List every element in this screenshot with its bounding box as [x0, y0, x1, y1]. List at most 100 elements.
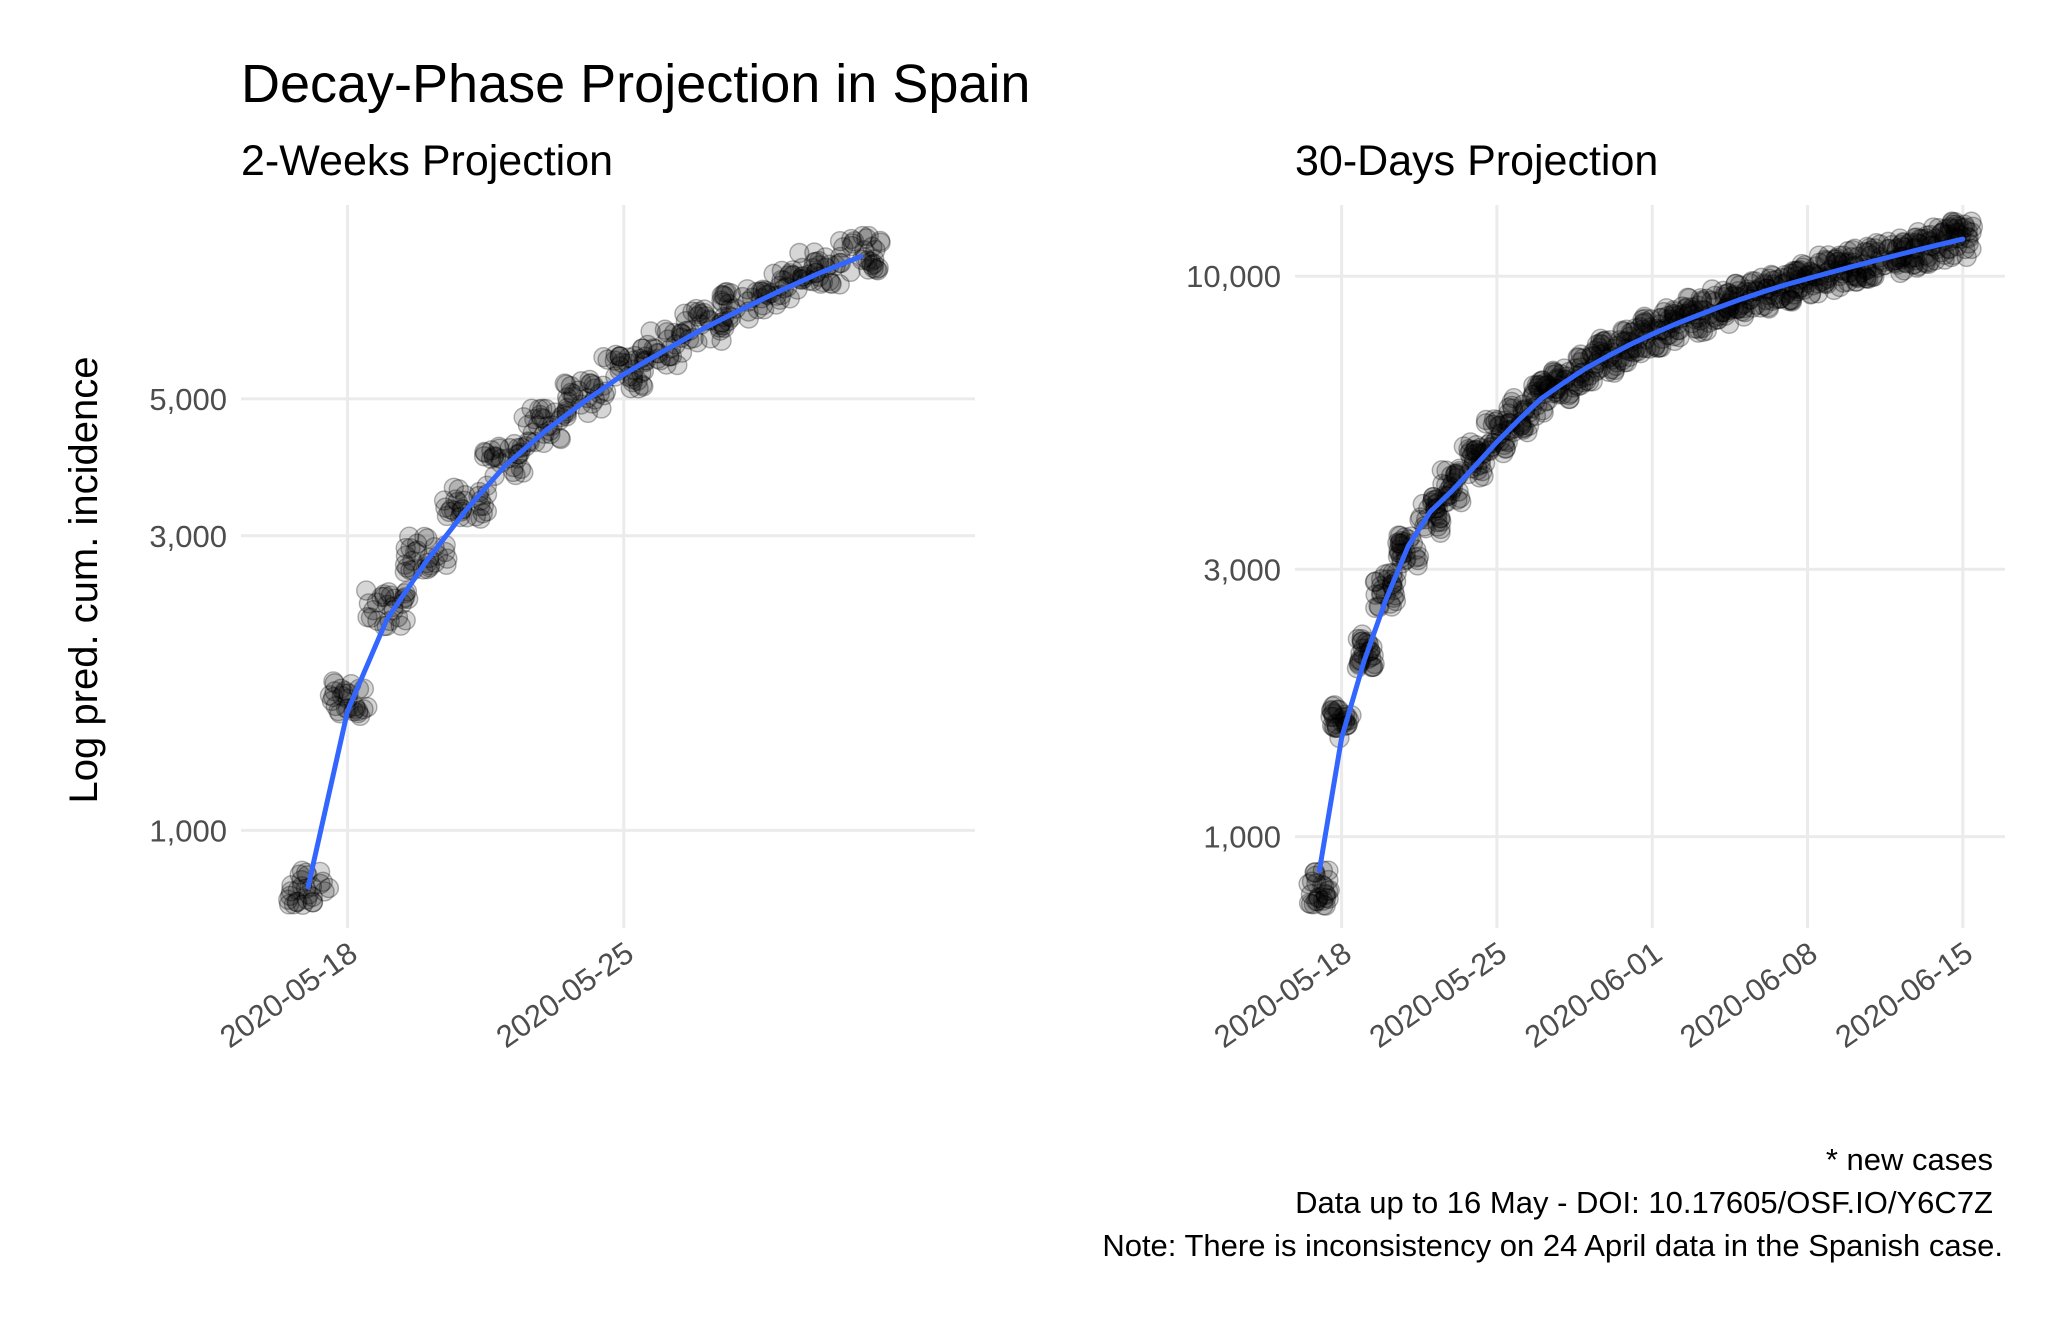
data-point [611, 352, 633, 374]
data-point [687, 306, 708, 327]
data-point [1701, 279, 1723, 300]
data-point [529, 399, 550, 420]
data-point [711, 285, 732, 306]
data-point [713, 284, 734, 306]
data-point [1781, 291, 1803, 312]
data-point [1945, 211, 1966, 233]
data-point [1630, 317, 1651, 338]
data-point [1809, 252, 1830, 274]
data-point [804, 242, 825, 263]
data-point [604, 350, 625, 371]
data-point [1436, 460, 1457, 481]
data-point [439, 501, 460, 523]
data-point [1961, 211, 1982, 232]
data-point [720, 283, 741, 304]
data-point [628, 378, 649, 399]
data-point [858, 259, 879, 280]
data-point [1672, 296, 1693, 317]
data-point [866, 259, 887, 280]
data-point [631, 338, 653, 359]
data-point [1312, 890, 1334, 911]
data-point [358, 593, 380, 614]
data-point [396, 557, 418, 578]
data-point [363, 599, 384, 621]
data-point [1431, 511, 1452, 532]
data-point [1758, 298, 1780, 319]
data-point [318, 877, 340, 899]
data-point [292, 894, 313, 916]
data-point [622, 371, 643, 393]
data-point [1691, 317, 1713, 339]
data-point [481, 440, 502, 461]
data-point [1318, 888, 1339, 910]
chart-title: Decay-Phase Projection in Spain [241, 54, 1030, 114]
data-point [842, 233, 863, 254]
data-point [452, 499, 473, 520]
data-point [302, 886, 323, 908]
data-point [1906, 227, 1928, 248]
panel-2-weeks-fit-line [305, 254, 864, 890]
panel-30-days-subtitle: 30-Days Projection [1295, 137, 1658, 185]
data-point [1347, 628, 1369, 650]
data-point [1962, 216, 1984, 238]
data-point [1518, 415, 1540, 437]
data-point [373, 584, 395, 605]
data-point [296, 889, 318, 910]
data-point [1639, 338, 1660, 359]
data-point [1430, 518, 1451, 540]
data-point [1753, 295, 1775, 317]
data-point [869, 230, 891, 252]
data-point [1469, 467, 1490, 488]
data-point [1515, 399, 1536, 420]
data-point [1298, 873, 1319, 895]
data-point [682, 301, 703, 322]
data-point [1584, 340, 1605, 361]
data-point [323, 686, 344, 708]
data-point [868, 257, 889, 279]
data-point [1462, 444, 1483, 466]
data-point [1298, 893, 1320, 914]
data-point [579, 369, 600, 391]
data-point [447, 491, 468, 513]
data-point [1493, 442, 1514, 464]
data-point [1502, 398, 1524, 419]
data-point [357, 606, 378, 628]
data-point [1388, 525, 1409, 546]
panel-2-weeks-y-tick-label-2: 5,000 [149, 382, 227, 417]
data-point [685, 298, 707, 320]
data-point [571, 371, 592, 392]
data-point [1939, 216, 1961, 238]
data-point [550, 428, 572, 450]
data-point [1463, 440, 1485, 462]
data-point [1692, 321, 1714, 343]
data-point [394, 554, 416, 575]
data-point [1431, 460, 1452, 481]
data-point [497, 448, 519, 469]
data-point [1323, 703, 1344, 725]
data-point [1733, 306, 1755, 327]
data-point [1941, 246, 1962, 268]
data-point [324, 673, 345, 694]
data-point [499, 438, 520, 459]
data-point [1904, 227, 1925, 249]
panel-30-days-x-tick-label-1: 2020-05-25 [1363, 935, 1513, 1055]
data-point [1828, 245, 1850, 267]
data-point [533, 408, 555, 430]
data-point [1570, 344, 1591, 365]
data-point [1946, 214, 1967, 235]
data-point [1914, 251, 1935, 273]
data-point [737, 279, 758, 300]
data-point [1906, 257, 1928, 278]
data-point [395, 537, 416, 559]
data-point [390, 615, 411, 636]
data-point [1490, 423, 1512, 444]
caption-line-note: Note: There is inconsistency on 24 April… [1102, 1228, 2003, 1263]
data-point [1544, 362, 1565, 383]
data-point [1438, 479, 1460, 500]
data-point [1578, 371, 1600, 392]
data-point [1451, 491, 1472, 513]
data-point [1923, 217, 1944, 238]
data-point [1732, 300, 1753, 322]
data-point [833, 237, 854, 258]
data-point [789, 242, 810, 264]
